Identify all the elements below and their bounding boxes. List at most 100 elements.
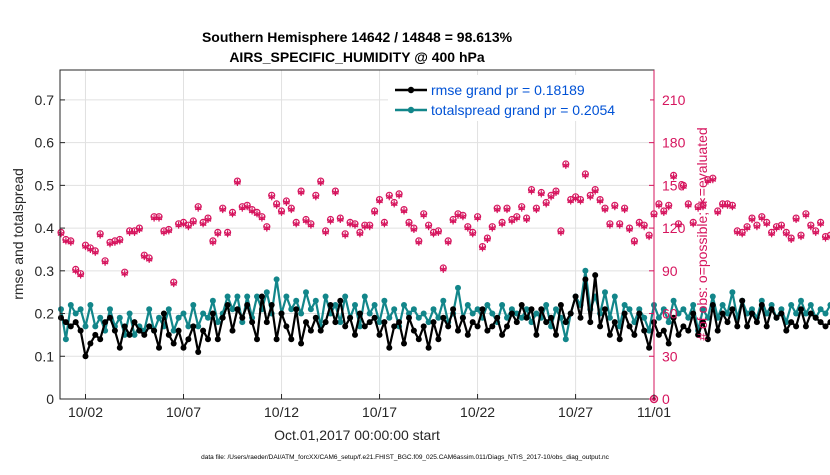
asterisk-stroke [160, 230, 168, 235]
spread-point [455, 284, 461, 291]
spread-point [62, 336, 69, 343]
asterisk-stroke [665, 204, 673, 210]
spread-point [553, 306, 559, 313]
obs-evaluated-point [621, 206, 628, 214]
y-left-tick-label: 0.7 [35, 92, 55, 108]
spread-point [543, 302, 550, 308]
obs-evaluated-point [655, 201, 663, 209]
asterisk-stroke [219, 207, 227, 212]
spread-point [391, 306, 398, 313]
obs-evaluated-point [160, 228, 168, 236]
rmse-point [753, 319, 760, 326]
rmse-point [121, 323, 128, 330]
spread-point [107, 306, 113, 313]
obs-evaluated-point [199, 220, 207, 228]
spread-point [401, 302, 407, 308]
asterisk-stroke [204, 217, 212, 222]
obs-evaluated-point [537, 190, 545, 198]
rmse-point [518, 302, 525, 308]
asterisk-stroke [332, 190, 339, 195]
rmse-point [675, 331, 682, 338]
obs-evaluated-point [611, 203, 619, 211]
rmse-point [293, 306, 300, 313]
asterisk-stroke [317, 180, 325, 185]
spread-point [758, 297, 765, 304]
spread-point [523, 306, 530, 313]
spread-point [180, 310, 187, 317]
rmse-point [567, 310, 574, 317]
obs-evaluated-point [185, 223, 192, 231]
asterisk-stroke [371, 210, 378, 215]
rmse-point [337, 297, 344, 304]
obs-evaluated-point [616, 221, 623, 229]
obs-evaluated-point [606, 221, 614, 229]
spread-point [504, 314, 510, 321]
spread-point [298, 310, 305, 317]
y-left-tick-label: 0.1 [35, 348, 55, 364]
obs-evaluated-point [778, 223, 785, 231]
rmse-point [739, 297, 746, 304]
asterisk-stroke [699, 204, 707, 210]
obs-evaluated-point [542, 200, 550, 208]
rmse-point [513, 319, 520, 326]
asterisk-stroke [229, 211, 236, 217]
rmse-point [219, 314, 226, 321]
obs-evaluated-point [307, 221, 315, 229]
asterisk-stroke [518, 205, 525, 211]
legend: rmse grand pr = 0.18189 totalspread gran… [388, 75, 650, 121]
asterisk-stroke [827, 234, 830, 238]
spread-point [254, 293, 260, 300]
spread-point [690, 302, 697, 308]
obs-evaluated-point [518, 204, 525, 212]
rmse-point [342, 323, 349, 330]
spread-point [602, 289, 608, 296]
asterisk-stroke [635, 221, 643, 227]
rmse-point [773, 314, 780, 321]
spread-point [709, 293, 716, 300]
asterisk-stroke [778, 224, 785, 229]
rmse-point [229, 327, 236, 334]
asterisk-stroke [528, 188, 535, 194]
obs-evaluated-point [253, 210, 261, 218]
obs-evaluated-point [523, 216, 530, 223]
rmse-point [729, 306, 736, 313]
spread-point [371, 302, 378, 308]
rmse-point [592, 272, 599, 279]
obs-evaluated-point [474, 214, 481, 222]
y-left-tick-label: 0.6 [35, 135, 55, 151]
obs-evaluated-point [503, 206, 511, 214]
asterisk-stroke [327, 218, 334, 224]
obs-evaluated-point [224, 230, 231, 238]
asterisk-stroke [685, 203, 692, 208]
asterisk-stroke [278, 210, 285, 215]
asterisk-stroke [322, 230, 329, 235]
spread-point [165, 306, 172, 313]
rmse-point [72, 319, 79, 326]
rmse-point [352, 331, 358, 338]
asterisk-stroke [591, 188, 599, 194]
obs-evaluated-point [381, 220, 388, 228]
spread-point [170, 327, 177, 334]
spread-point [817, 306, 824, 313]
rmse-point [146, 323, 153, 330]
rmse-point [783, 327, 790, 334]
asterisk-stroke [194, 205, 202, 211]
rmse-point [244, 302, 251, 308]
obs-evaluated-point [145, 255, 153, 263]
rmse-point [406, 314, 412, 321]
rmse-point [401, 340, 407, 347]
asterisk-stroke [454, 212, 462, 218]
rmse-point [577, 314, 584, 321]
asterisk-stroke [239, 205, 246, 211]
obs-evaluated-point [116, 237, 124, 245]
asterisk-stroke [185, 224, 192, 229]
spread-point [77, 306, 84, 313]
asterisk-stroke [288, 207, 295, 212]
x-axis: 10/02 10/07 10/12 10/17 10/22 10/27 11/01 [68, 394, 671, 420]
footer-datafile: data file: /Users/raeder/DAI/ATM_forcXX/… [201, 454, 610, 461]
obs-evaluated-point [714, 208, 722, 216]
rmse-point [572, 293, 579, 300]
spread-point [293, 297, 300, 304]
obs-evaluated-point [239, 204, 246, 212]
